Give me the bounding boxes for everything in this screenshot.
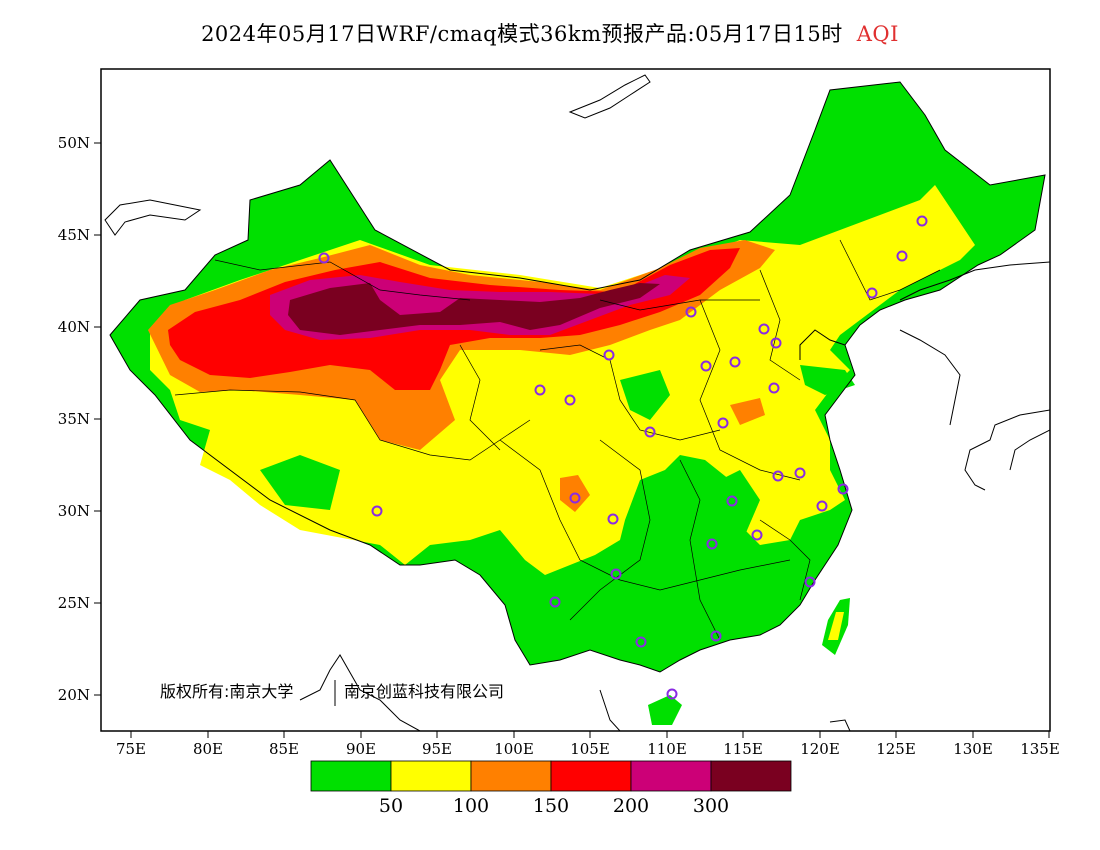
color-legend: 50 100 150 200 300 — [310, 760, 792, 817]
station-marker — [603, 349, 615, 361]
coastlines — [104, 74, 1050, 731]
credit-company: 南京创蓝科技有限公司 — [344, 682, 504, 701]
lon-label: 135E — [1020, 740, 1060, 758]
station-marker — [706, 538, 718, 550]
legend-swatch — [390, 760, 472, 792]
lat-label: 35N — [58, 410, 90, 428]
longitude-axis: 75E 80E 85E 90E 95E 100E 105E 110E 115E … — [116, 731, 1060, 758]
orange-patch-henan — [730, 398, 765, 425]
station-marker — [794, 467, 806, 479]
legend-swatch — [630, 760, 712, 792]
lat-label: 45N — [58, 226, 90, 244]
station-marker — [816, 500, 828, 512]
green-patch-shandong — [800, 365, 855, 395]
station-marker — [710, 630, 722, 642]
lon-label: 130E — [953, 740, 993, 758]
hainan-island — [648, 695, 682, 725]
credit-owner: 版权所有:南京大学 — [160, 682, 293, 701]
green-patch-tibet — [260, 455, 340, 510]
latitude-axis: 50N 45N 40N 35N 30N 25N 20N — [58, 134, 101, 704]
station-marker — [534, 384, 546, 396]
lon-label: 100E — [494, 740, 534, 758]
station-marker — [371, 505, 383, 517]
station-marker — [768, 382, 780, 394]
legend-label: 100 — [453, 795, 489, 817]
station-marker — [644, 426, 656, 438]
station-marker — [318, 252, 330, 264]
station-marker — [564, 394, 576, 406]
station-marker — [607, 513, 619, 525]
lat-label: 25N — [58, 594, 90, 612]
taiwan-yellow — [828, 612, 844, 640]
legend-label: 200 — [613, 795, 649, 817]
station-marker — [666, 688, 678, 700]
green-patch-east — [690, 470, 760, 540]
legend-swatch — [310, 760, 392, 792]
lon-label: 80E — [193, 740, 223, 758]
legend-label: 150 — [533, 795, 569, 817]
national-border — [109, 81, 1046, 673]
station-marker — [804, 576, 816, 588]
station-marker — [569, 492, 581, 504]
station-marker — [866, 287, 878, 299]
lon-label: 90E — [346, 740, 376, 758]
station-marker — [896, 250, 908, 262]
station-marker — [717, 417, 729, 429]
station-marker — [685, 306, 697, 318]
station-marker — [729, 356, 741, 368]
station-marker — [635, 636, 647, 648]
lat-label: 30N — [58, 502, 90, 520]
station-marker — [837, 483, 849, 495]
aqi-zone-hazardous — [288, 283, 660, 335]
station-marker — [758, 323, 770, 335]
legend-swatch — [550, 760, 632, 792]
lon-label: 115E — [723, 740, 763, 758]
station-markers — [318, 215, 928, 700]
station-marker — [726, 495, 738, 507]
station-marker — [770, 337, 782, 349]
map-frame — [100, 68, 1051, 732]
lon-label: 85E — [269, 740, 299, 758]
lon-label: 125E — [876, 740, 916, 758]
green-patch-central — [620, 370, 670, 420]
station-marker — [549, 596, 561, 608]
lon-label: 105E — [570, 740, 610, 758]
lon-label: 120E — [800, 740, 840, 758]
station-marker — [916, 215, 928, 227]
lat-label: 40N — [58, 318, 90, 336]
lat-label: 50N — [58, 134, 90, 152]
station-marker — [700, 360, 712, 372]
province-boundaries — [174, 239, 941, 641]
lat-label: 20N — [58, 686, 90, 704]
lon-label: 75E — [116, 740, 146, 758]
legend-swatch — [470, 760, 552, 792]
legend-swatch — [710, 760, 792, 792]
legend-label: 50 — [379, 795, 403, 817]
station-marker — [610, 568, 622, 580]
lon-label: 95E — [422, 740, 452, 758]
title-variable: AQI — [856, 22, 899, 46]
map-title: 2024年05月17日WRF/cmaq模式36km预报产品:05月17日15时 A… — [0, 18, 1100, 48]
legend-label: 300 — [693, 795, 729, 817]
title-main: 2024年05月17日WRF/cmaq模式36km预报产品:05月17日15时 — [201, 22, 843, 46]
station-marker — [772, 470, 784, 482]
station-marker — [751, 529, 763, 541]
lon-label: 110E — [647, 740, 687, 758]
map-field: 版权所有:南京大学 南京创蓝科技有限公司 — [104, 74, 1050, 731]
